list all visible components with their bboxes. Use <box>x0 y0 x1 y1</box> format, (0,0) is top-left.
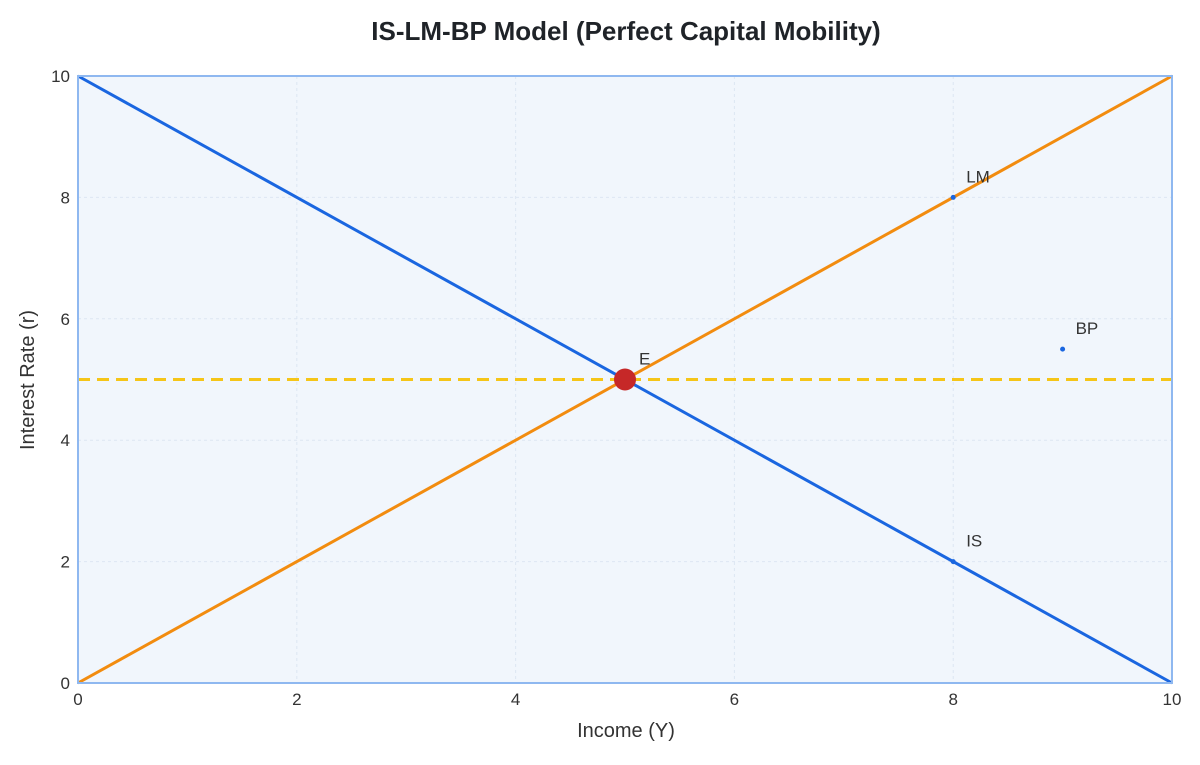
annotation-point-is <box>950 559 956 565</box>
curve-label-lm: LM <box>966 167 990 186</box>
annotation-layer: IS LM BP E <box>614 167 1099 565</box>
chart-title: IS-LM-BP Model (Perfect Capital Mobility… <box>371 16 880 46</box>
y-axis-ticks: 0 2 4 6 8 10 <box>51 67 70 693</box>
x-tick-label: 4 <box>511 690 520 709</box>
x-axis-label: Income (Y) <box>577 720 675 742</box>
equilibrium-point-marker <box>614 368 636 391</box>
y-axis-label: Interest Rate (r) <box>17 310 39 450</box>
x-tick-label: 2 <box>292 690 301 709</box>
annotation-point-lm <box>950 194 956 200</box>
curve-label-bp: BP <box>1076 319 1099 338</box>
x-tick-label: 0 <box>73 690 82 709</box>
y-tick-label: 2 <box>61 553 70 572</box>
x-axis-ticks: 0 2 4 6 8 10 <box>73 690 1181 709</box>
y-tick-label: 6 <box>61 310 70 329</box>
equilibrium-point-label: E <box>639 350 650 369</box>
y-tick-label: 0 <box>61 674 70 693</box>
plot-border <box>77 75 1173 684</box>
annotation-point-bp <box>1060 346 1066 352</box>
x-tick-label: 8 <box>948 690 957 709</box>
curve-label-is: IS <box>966 532 982 551</box>
y-tick-label: 8 <box>61 188 70 207</box>
x-tick-label: 6 <box>730 690 739 709</box>
x-tick-label: 10 <box>1163 690 1182 709</box>
y-tick-label: 10 <box>51 67 70 86</box>
y-tick-label: 4 <box>61 431 70 450</box>
